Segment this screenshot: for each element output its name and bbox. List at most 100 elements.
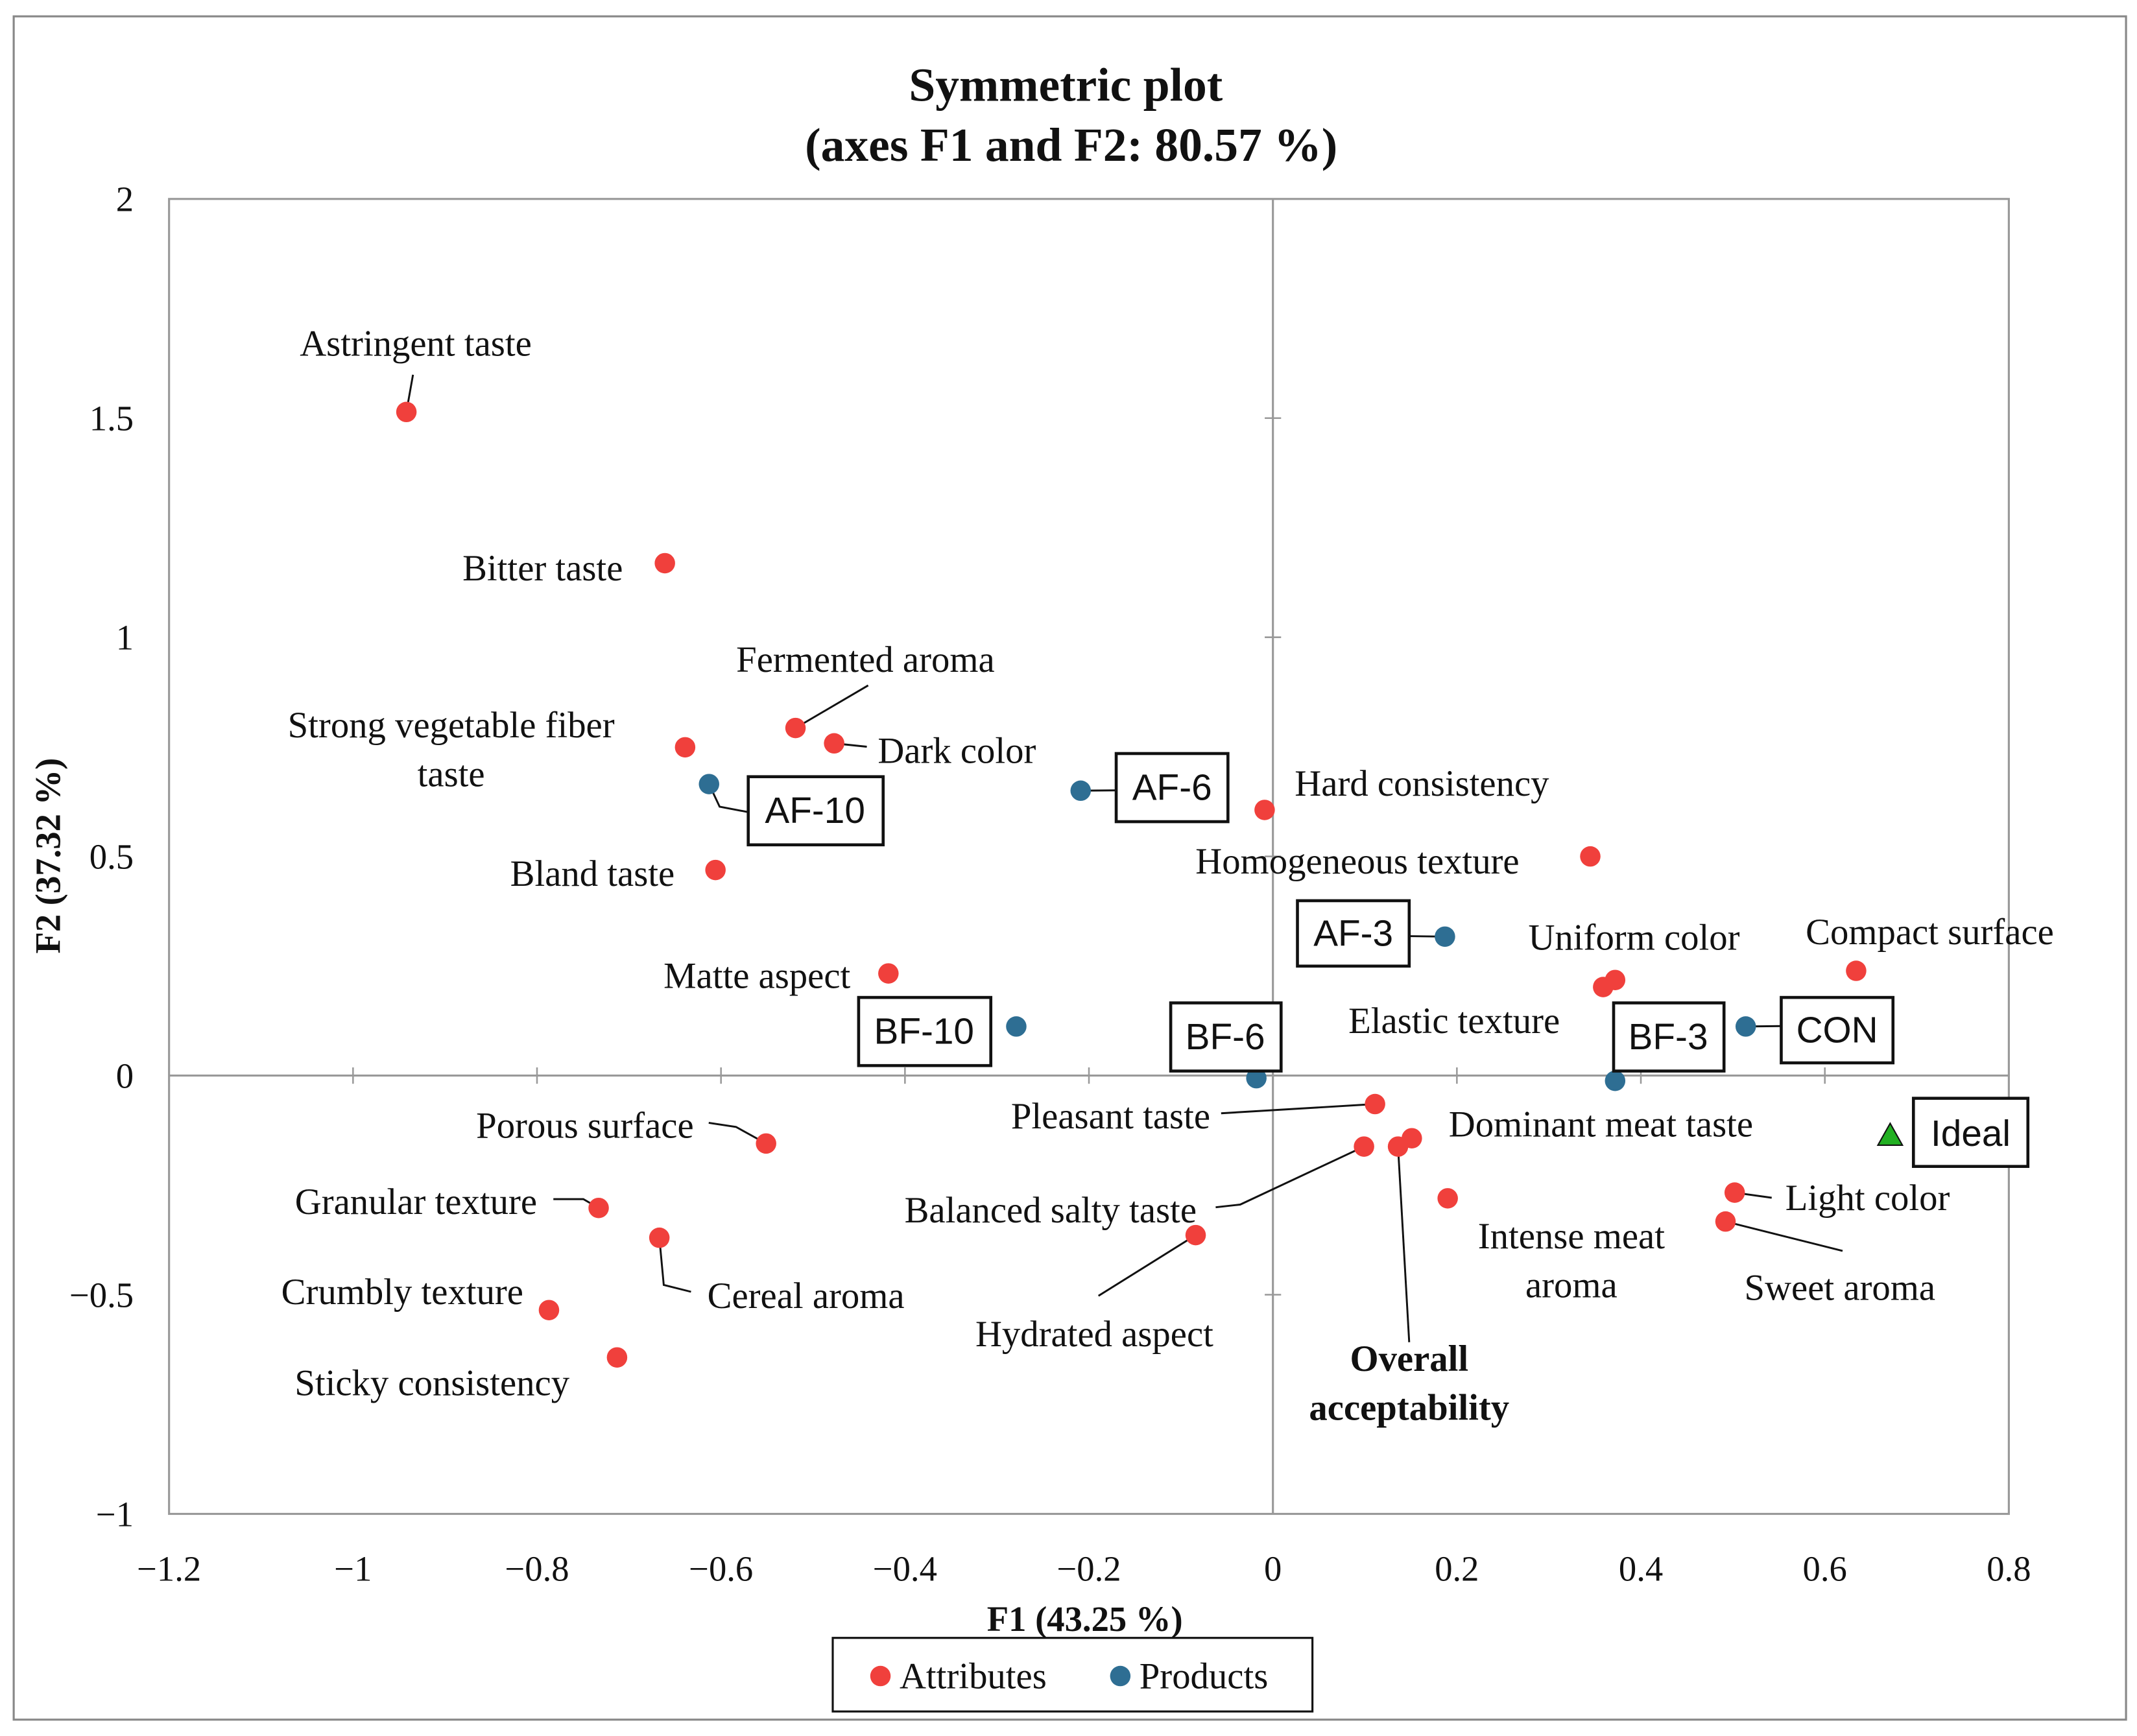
leader-line-cereal-aroma [658,1237,691,1293]
point-con [1735,1016,1756,1037]
label-cereal-aroma: Cereal aroma [708,1276,905,1316]
leader-line-balanced-salty-taste [1215,1145,1365,1209]
label-box-af-3 [1296,899,1411,968]
label-strong-vegetable-fiber-taste: Strong vegetable fiber [288,705,615,746]
label-fermented-aroma: Fermented aroma [736,639,994,680]
point-astringent-taste [396,401,417,423]
x-tick-label: −1.2 [137,1549,201,1588]
x-tick-label: 0.6 [1803,1549,1847,1588]
label-pleasant-taste: Pleasant taste [1011,1096,1210,1137]
point-af-3 [1435,926,1455,947]
label-sticky-consistency: Sticky consistency [294,1363,569,1404]
point-af-6 [1070,780,1092,802]
leader-line-sweet-aroma [1725,1220,1843,1252]
point-af-10 [698,774,720,794]
label-dominant-meat-taste: Dominant meat taste [1449,1104,1753,1145]
point-bland-taste [705,859,726,881]
label-bf-3: BF-3 [1629,1017,1708,1058]
leader-line-porous-surface [708,1121,767,1145]
y-axis-title: F2 (37.32 %) [29,758,68,954]
point-hydrated-aspect [1185,1224,1206,1246]
chart-title-line1: Symmetric plot [909,58,1223,111]
point-homogeneous-texture [1580,846,1601,867]
label-crumbly-texture: Crumbly texture [281,1272,523,1313]
label-af-10: AF-10 [765,791,865,831]
y-tick-label: −1 [96,1494,134,1534]
point-strong-vegetable-fiber-taste [675,737,696,758]
x-tick-label: 0 [1264,1549,1282,1588]
point-light-color [1724,1182,1745,1203]
y-tick-label: 1 [116,618,134,658]
label-granular-texture: Granular texture [295,1182,537,1222]
point-overall-acceptability [1387,1136,1409,1157]
label-ideal: Ideal [1931,1113,2011,1154]
point-granular-texture [588,1197,609,1219]
label-sweet-aroma: Sweet aroma [1745,1268,1936,1309]
legend: Attributes Products [831,1637,1314,1713]
figure-border [12,15,2127,1721]
x-tick-label: −0.4 [873,1549,937,1588]
y-tick-label: 0 [116,1056,134,1096]
leader-line-fermented-aroma [794,684,869,729]
label-hydrated-aspect: Hydrated aspect [975,1314,1213,1355]
label-con: CON [1797,1010,1878,1051]
label-elastic-texture: Elastic texture [1348,1001,1560,1041]
label-box-af-6 [1114,752,1230,824]
point-crumbly-texture [538,1300,560,1320]
label-box-bf-10 [857,995,993,1067]
point-sweet-aroma [1715,1211,1736,1232]
x-tick-label: −1 [334,1549,372,1588]
label-light-color: Light color [1785,1178,1950,1219]
label-bf-6: BF-6 [1186,1017,1265,1058]
label-astringent-taste: Astringent taste [300,323,532,364]
point-porous-surface [756,1133,776,1154]
point-ideal [1876,1122,1904,1146]
point-matte-aspect [878,963,899,984]
label-bitter-taste: Bitter taste [462,548,623,589]
x-tick-label: 0.8 [1987,1549,2031,1588]
x-tick-label: −0.2 [1057,1549,1121,1588]
y-tick-label: 2 [116,180,134,219]
label-af-3: AF-3 [1313,913,1393,954]
label-intense-meat-aroma: aroma [1525,1265,1618,1305]
point-sticky-consistency [606,1347,628,1368]
point-dark-color [824,733,844,754]
legend-label-products: Products [1140,1656,1269,1696]
x-tick-label: 0.2 [1435,1549,1479,1588]
label-homogeneous-texture: Homogeneous texture [1195,841,1519,882]
point-balanced-salty-taste [1354,1136,1374,1157]
label-bf-10: BF-10 [874,1012,974,1052]
label-overall-acceptability: acceptability [1309,1388,1509,1429]
label-box-con [1780,995,1895,1065]
label-strong-vegetable-fiber-taste: taste [418,754,485,794]
label-matte-aspect: Matte aspect [663,955,850,996]
label-compact-surface: Compact surface [1806,912,2054,953]
label-bland-taste: Bland taste [510,853,675,894]
point-elastic-texture [1593,977,1614,997]
point-bitter-taste [654,553,675,574]
legend-marker-products [1110,1665,1131,1687]
label-balanced-salty-taste: Balanced salty taste [905,1190,1197,1231]
leader-line-pleasant-taste [1221,1103,1376,1115]
point-fermented-aroma [785,717,806,739]
label-porous-surface: Porous surface [476,1106,693,1147]
plot-area [168,198,2010,1516]
x-axis-title: F1 (43.25 %) [987,1599,1183,1639]
point-bf-3 [1605,1070,1626,1091]
point-intense-meat-aroma [1437,1188,1458,1209]
label-overall-acceptability: Overall [1350,1338,1468,1379]
point-cereal-aroma [649,1227,670,1248]
leader-line-hydrated-aspect [1097,1234,1197,1297]
chart-title-line2: (axes F1 and F2: 80.57 %) [805,118,1337,171]
x-tick-label: −0.8 [505,1549,569,1588]
legend-label-attributes: Attributes [900,1656,1047,1696]
y-tick-label: −0.5 [69,1275,134,1314]
point-bf-6 [1246,1067,1267,1089]
x-tick-label: 0.4 [1619,1549,1663,1588]
label-box-bf-3 [1612,1001,1726,1073]
leader-line-overall-acceptability [1397,1147,1411,1342]
label-intense-meat-aroma: Intense meat [1478,1216,1665,1257]
label-uniform-color: Uniform color [1528,918,1739,958]
